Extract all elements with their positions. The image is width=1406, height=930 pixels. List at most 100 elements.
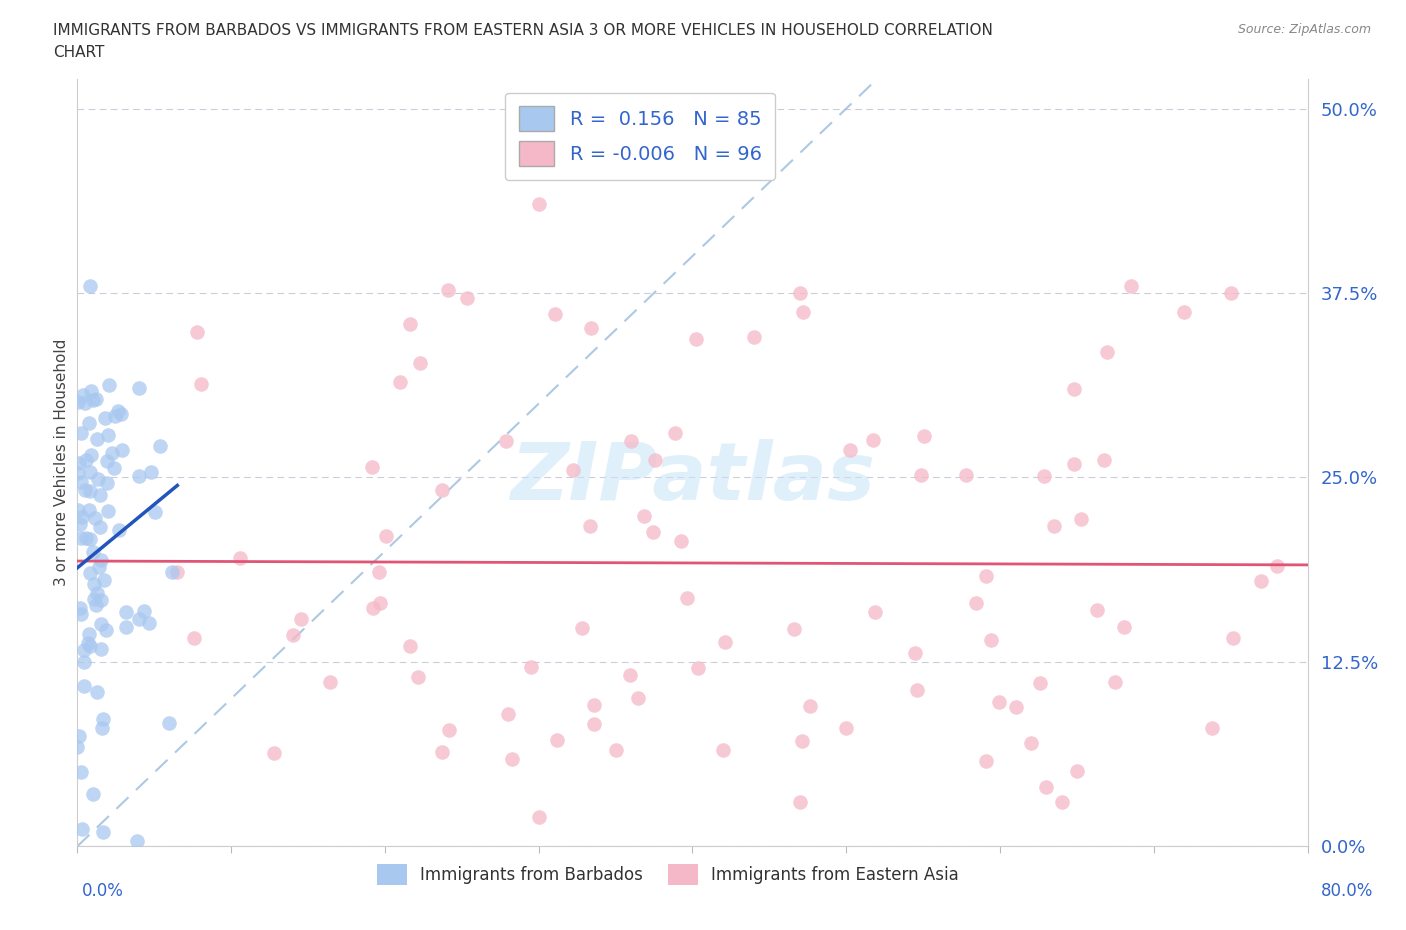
- Point: [83, 591, 105, 606]
- Point: [904, 646, 927, 661]
- Point: [1050, 794, 1073, 809]
- Point: [66, 466, 89, 481]
- Point: [863, 604, 886, 619]
- Point: [406, 670, 429, 684]
- Point: [1005, 699, 1028, 714]
- Point: [149, 439, 172, 454]
- Point: [73, 643, 96, 658]
- Point: [1070, 512, 1092, 526]
- Point: [527, 197, 550, 212]
- Point: [82, 786, 104, 801]
- Point: [389, 374, 412, 389]
- Point: [783, 621, 806, 636]
- Point: [1173, 304, 1195, 319]
- Point: [94, 411, 117, 426]
- Point: [90, 642, 112, 657]
- Point: [89, 488, 111, 503]
- Point: [910, 468, 932, 483]
- Point: [107, 404, 129, 418]
- Point: [1092, 452, 1115, 467]
- Point: [562, 462, 585, 477]
- Point: [644, 452, 666, 467]
- Text: CHART: CHART: [53, 45, 105, 60]
- Point: [66, 502, 89, 517]
- Point: [160, 565, 183, 579]
- Text: IMMIGRANTS FROM BARBADOS VS IMMIGRANTS FROM EASTERN ASIA 3 OR MORE VEHICLES IN H: IMMIGRANTS FROM BARBADOS VS IMMIGRANTS F…: [53, 23, 993, 38]
- Y-axis label: 3 or more Vehicles in Household: 3 or more Vehicles in Household: [53, 339, 69, 586]
- Point: [134, 604, 156, 618]
- Point: [84, 597, 107, 612]
- Point: [437, 282, 460, 297]
- Point: [86, 585, 108, 600]
- Point: [1019, 736, 1042, 751]
- Point: [792, 304, 814, 319]
- Point: [583, 716, 606, 731]
- Point: [905, 683, 928, 698]
- Point: [75, 483, 97, 498]
- Point: [641, 525, 664, 540]
- Point: [1250, 573, 1272, 588]
- Point: [1032, 469, 1054, 484]
- Point: [89, 520, 111, 535]
- Point: [430, 745, 453, 760]
- Point: [544, 307, 567, 322]
- Point: [128, 469, 150, 484]
- Point: [108, 523, 131, 538]
- Point: [91, 711, 114, 726]
- Point: [361, 459, 384, 474]
- Point: [80, 447, 103, 462]
- Point: [127, 833, 149, 848]
- Point: [83, 577, 105, 591]
- Point: [143, 505, 166, 520]
- Point: [77, 502, 100, 517]
- Point: [90, 617, 112, 631]
- Point: [835, 721, 858, 736]
- Point: [1063, 381, 1085, 396]
- Point: [183, 631, 205, 645]
- Point: [115, 619, 138, 634]
- Point: [579, 321, 602, 336]
- Point: [399, 638, 422, 653]
- Point: [90, 721, 112, 736]
- Point: [67, 729, 90, 744]
- Point: [664, 426, 686, 441]
- Point: [69, 601, 91, 616]
- Point: [955, 468, 977, 483]
- Point: [79, 484, 101, 498]
- Point: [790, 734, 813, 749]
- Point: [83, 511, 105, 525]
- Point: [82, 545, 104, 560]
- Point: [619, 667, 641, 682]
- Text: Source: ZipAtlas.com: Source: ZipAtlas.com: [1237, 23, 1371, 36]
- Point: [79, 565, 101, 580]
- Point: [571, 621, 593, 636]
- Point: [368, 565, 391, 579]
- Point: [96, 454, 118, 469]
- Point: [75, 531, 97, 546]
- Point: [77, 416, 100, 431]
- Point: [128, 380, 150, 395]
- Point: [67, 394, 90, 409]
- Point: [399, 316, 422, 331]
- Point: [79, 532, 101, 547]
- Point: [988, 695, 1011, 710]
- Point: [711, 743, 734, 758]
- Point: [688, 661, 710, 676]
- Point: [111, 443, 134, 458]
- Point: [139, 465, 162, 480]
- Point: [69, 531, 91, 546]
- Point: [72, 387, 94, 402]
- Point: [69, 607, 91, 622]
- Text: 0.0%: 0.0%: [82, 882, 124, 900]
- Point: [96, 623, 118, 638]
- Point: [370, 596, 392, 611]
- Point: [66, 739, 89, 754]
- Point: [495, 433, 517, 448]
- Point: [409, 355, 432, 370]
- Text: ZIPatlas: ZIPatlas: [510, 439, 875, 517]
- Point: [1222, 631, 1244, 645]
- Point: [73, 395, 96, 410]
- Point: [77, 635, 100, 650]
- Point: [70, 426, 93, 441]
- Point: [229, 551, 252, 565]
